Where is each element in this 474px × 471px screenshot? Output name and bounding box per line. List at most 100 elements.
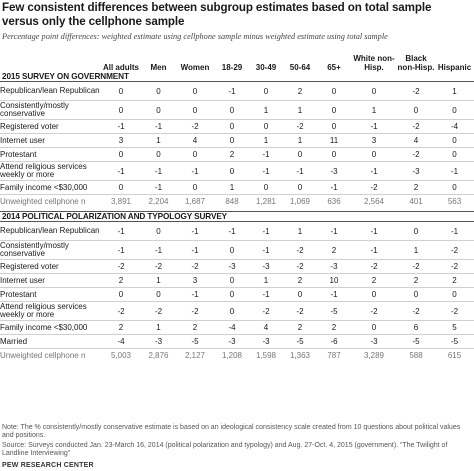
unweighted-n-cell: 588 [409, 351, 423, 360]
value-cell: 0 [249, 180, 283, 195]
column-header: Men [150, 62, 167, 72]
value-cell: -1 [100, 240, 142, 260]
value-cell: 0 [351, 287, 397, 302]
value-cell: -5 [175, 334, 215, 349]
value-cell: 0 [175, 81, 215, 101]
unweighted-n-cell: 3,289 [363, 351, 385, 360]
value-cell: 2 [215, 147, 249, 162]
value-cell: 0 [215, 287, 249, 302]
value-cell: 2 [435, 273, 474, 288]
value-cell: -1 [351, 161, 397, 181]
table-row: Protestant 0 0 0 2 -1 0 0 0 -2 0 [0, 147, 474, 162]
value-cell: -1 [351, 119, 397, 134]
value-cell: 2 [397, 180, 435, 195]
row-label: Consistently/mostly conservative [0, 100, 100, 120]
value-cell: -2 [100, 259, 142, 274]
value-cell: -3 [215, 259, 249, 274]
unweighted-n-row: Unweighted cellphone n 3,891 2,204 1,687 848… [0, 195, 474, 209]
column-header: 50-64 [289, 62, 311, 72]
value-cell: -1 [351, 221, 397, 241]
value-cell: -1 [435, 221, 474, 241]
row-label: Family income <$30,000 [0, 320, 100, 335]
value-cell: -2 [283, 119, 317, 134]
value-cell: -1 [142, 161, 175, 181]
value-cell: -5 [435, 334, 474, 349]
value-cell: -1 [175, 161, 215, 181]
value-cell: 3 [100, 133, 142, 148]
value-cell: -3 [249, 259, 283, 274]
value-cell: 0 [317, 147, 351, 162]
unweighted-n-cell: 1,281 [255, 197, 277, 206]
source-line: Source: Surveys conducted Jan. 23-March … [2, 442, 448, 458]
value-cell: 0 [397, 221, 435, 241]
value-cell: -1 [100, 161, 142, 181]
value-cell: -1 [283, 161, 317, 181]
value-cell: 2 [397, 273, 435, 288]
value-cell: 1 [249, 100, 283, 120]
table-row: Consistently/mostly conservative -1 -1 -1 0-… [0, 240, 474, 260]
value-cell: -2 [397, 301, 435, 321]
value-cell: 6 [397, 320, 435, 335]
value-cell: 1 [283, 100, 317, 120]
value-cell: 5 [435, 320, 474, 335]
value-cell: 0 [283, 180, 317, 195]
value-cell: 3 [175, 273, 215, 288]
value-cell: -1 [249, 287, 283, 302]
value-cell: 0 [100, 147, 142, 162]
value-cell: 0 [317, 100, 351, 120]
value-cell: -2 [351, 301, 397, 321]
value-cell: -2 [397, 259, 435, 274]
table-body: 2015 SURVEY ON GOVERNMENT Republican/lean… [0, 72, 474, 362]
header-blank [0, 42, 100, 72]
value-cell: -2 [397, 147, 435, 162]
unweighted-n-cell: 848 [225, 197, 239, 206]
value-cell: -4 [215, 320, 249, 335]
value-cell: 1 [435, 81, 474, 101]
unweighted-n-cell: 787 [327, 351, 341, 360]
value-cell: 0 [215, 240, 249, 260]
value-cell: 0 [435, 147, 474, 162]
value-cell: 1 [397, 240, 435, 260]
value-cell: 0 [435, 180, 474, 195]
unweighted-n-cell: 2,127 [184, 351, 206, 360]
value-cell: -2 [283, 240, 317, 260]
value-cell: 0 [100, 81, 142, 101]
footnote: Note: The % consistently/mostly conserva… [2, 424, 461, 440]
value-cell: 0 [351, 147, 397, 162]
value-cell: -1 [317, 180, 351, 195]
value-cell: -2 [435, 301, 474, 321]
value-cell: 0 [215, 100, 249, 120]
value-cell: -1 [249, 240, 283, 260]
unweighted-n-cell: 1,069 [289, 197, 311, 206]
section-heading-row: 2014 POLITICAL POLARIZATION AND TYPOLOGY… [0, 211, 474, 222]
value-cell: 0 [435, 100, 474, 120]
value-cell: 0 [142, 287, 175, 302]
value-cell: 1 [283, 221, 317, 241]
chart-title: Few consistent differences between subgr… [2, 1, 432, 28]
value-cell: 2 [317, 320, 351, 335]
table-row: Registered voter -1 -1 -2 0 0 -2 0 -1 -2 -4 [0, 119, 474, 134]
table-row: Attend religious services weekly or more… [0, 161, 474, 181]
unweighted-n-row: Unweighted cellphone n 5,003 2,876 2,127 1,2… [0, 349, 474, 363]
value-cell: 1 [249, 273, 283, 288]
value-cell: 1 [215, 180, 249, 195]
unweighted-label: Unweighted cellphone n [0, 351, 86, 360]
table-row: Protestant 0 0 -1 0 -1 0 -1 0 0 0 [0, 287, 474, 302]
section-divider [0, 208, 474, 212]
unweighted-n-cell: 1,687 [184, 197, 206, 206]
value-cell: 2 [351, 273, 397, 288]
value-cell: -2 [142, 301, 175, 321]
value-cell: 0 [317, 119, 351, 134]
value-cell: 2 [317, 240, 351, 260]
value-cell: 0 [215, 161, 249, 181]
value-cell: -2 [435, 240, 474, 260]
value-cell: -5 [283, 334, 317, 349]
value-cell: 2 [283, 273, 317, 288]
unweighted-n-cell: 3,891 [110, 197, 132, 206]
value-cell: -2 [142, 259, 175, 274]
value-cell: 0 [351, 320, 397, 335]
value-cell: 0 [142, 147, 175, 162]
value-cell: -1 [142, 180, 175, 195]
value-cell: -2 [351, 259, 397, 274]
value-cell: 0 [397, 100, 435, 120]
